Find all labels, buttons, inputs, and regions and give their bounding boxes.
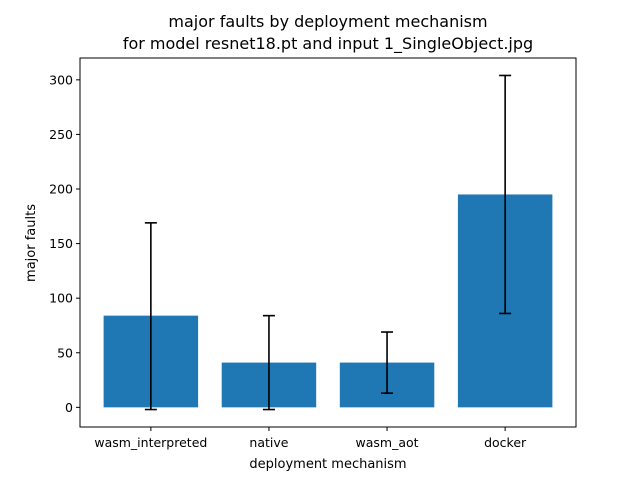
error-bar-wasm_aot: [381, 331, 394, 394]
y-axis: 0 50 100 150 200 250 300: [49, 72, 80, 415]
x-tick-label: docker: [484, 435, 527, 450]
x-tick-label: wasm_interpreted: [94, 435, 207, 450]
x-axis-label: deployment mechanism: [249, 457, 406, 472]
error-bar-docker: [499, 74, 512, 315]
x-tick-label: wasm_aot: [356, 435, 419, 450]
plot-frame: [79, 57, 577, 428]
error-bar-native: [262, 314, 275, 411]
chart-title: major faults by deployment mechanism: [168, 12, 487, 31]
chart-subtitle: for model resnet18.pt and input 1_Single…: [123, 34, 533, 54]
y-tick-label: 250: [49, 127, 73, 142]
y-tick-label: 200: [49, 182, 73, 197]
error-bar-wasm_interpreted: [144, 222, 157, 411]
y-tick-label: 0: [65, 400, 73, 415]
plot-area: [103, 74, 553, 411]
y-tick-label: 300: [49, 72, 73, 87]
y-axis-label: major faults: [24, 204, 39, 282]
y-tick-label: 150: [49, 236, 73, 251]
y-tick-label: 50: [57, 345, 73, 360]
x-axis: wasm_interpreted native wasm_aot docker: [94, 427, 527, 450]
y-tick-label: 100: [49, 291, 73, 306]
x-tick-label: native: [249, 435, 288, 450]
